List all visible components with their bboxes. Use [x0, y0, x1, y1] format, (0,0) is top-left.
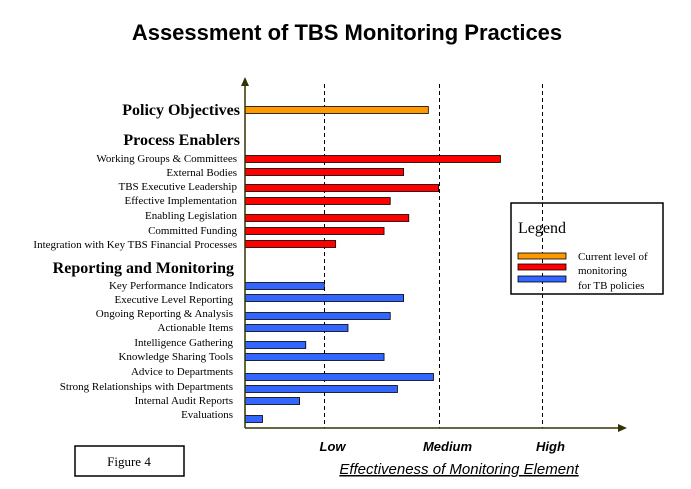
bar-process-enablers-2: [244, 184, 440, 192]
bar-reporting-and-monitoring-2: [244, 312, 391, 320]
bar-reporting-and-monitoring-1: [244, 294, 405, 302]
category-label: Internal Audit Reports: [135, 395, 233, 407]
category-label: Strong Relationships with Departments: [60, 381, 233, 393]
category-label: Integration with Key TBS Financial Proce…: [33, 239, 237, 251]
x-tick-label-medium: Medium: [423, 439, 473, 454]
bar-process-enablers-6: [244, 240, 337, 248]
bar-process-enablers-1: [244, 168, 405, 176]
figure-label: Figure 4: [107, 454, 151, 469]
x-tick-label-high: High: [536, 439, 565, 454]
section-heading-process-enablers: Process Enablers: [123, 132, 240, 149]
category-label: Ongoing Reporting & Analysis: [96, 308, 233, 320]
category-label: Enabling Legislation: [145, 210, 237, 222]
category-label: External Bodies: [166, 167, 237, 179]
legend-title: Legend: [518, 220, 566, 237]
category-label: TBS Executive Leadership: [118, 181, 237, 193]
section-heading-reporting-and-monitoring: Reporting and Monitoring: [53, 260, 234, 277]
bar-reporting-and-monitoring-5: [244, 353, 385, 361]
legend-swatch-orange: [517, 252, 567, 260]
category-label: Evaluations: [181, 409, 233, 421]
category-label: Effective Implementation: [124, 195, 237, 207]
bar-reporting-and-monitoring-8: [244, 397, 300, 405]
bar-process-enablers-4: [244, 214, 410, 222]
chart-title: Assessment of TBS Monitoring Practices: [132, 20, 562, 45]
section-heading-policy-objectives: Policy Objectives: [122, 102, 240, 119]
legend-swatch-red: [517, 263, 567, 271]
figure-label-box: [74, 445, 185, 477]
bar-policy-objectives-0: [244, 106, 429, 114]
x-tick-label-low: Low: [320, 439, 347, 454]
bar-reporting-and-monitoring-6: [244, 373, 434, 381]
y-axis-arrow-icon: [241, 77, 249, 86]
category-label: Actionable Items: [158, 322, 233, 334]
legend-swatch-blue: [517, 275, 567, 283]
bar-reporting-and-monitoring-7: [244, 385, 398, 393]
bar-process-enablers-5: [244, 227, 385, 235]
bar-process-enablers-0: [244, 155, 501, 163]
legend-line-3: for TB policies: [578, 280, 644, 292]
category-label: Knowledge Sharing Tools: [118, 351, 233, 363]
x-axis-label: Effectiveness of Monitoring Element: [339, 461, 579, 478]
bar-reporting-and-monitoring-9: [244, 415, 263, 423]
category-label: Working Groups & Committees: [96, 153, 237, 165]
legend-line-2: monitoring: [578, 265, 627, 277]
legend: Legend Current level of monitoring for T…: [510, 202, 664, 295]
bar-reporting-and-monitoring-0: [244, 282, 325, 290]
category-label: Committed Funding: [148, 225, 237, 237]
bar-process-enablers-3: [244, 197, 391, 205]
category-label: Executive Level Reporting: [114, 294, 233, 306]
legend-box: [510, 202, 664, 295]
category-label: Intelligence Gathering: [134, 337, 233, 349]
legend-line-1: Current level of: [578, 251, 648, 263]
category-label: Key Performance Indicators: [109, 280, 233, 292]
bar-reporting-and-monitoring-3: [244, 324, 349, 332]
bar-reporting-and-monitoring-4: [244, 341, 307, 349]
category-label: Advice to Departments: [131, 366, 233, 378]
x-axis-arrow-icon: [618, 424, 627, 432]
